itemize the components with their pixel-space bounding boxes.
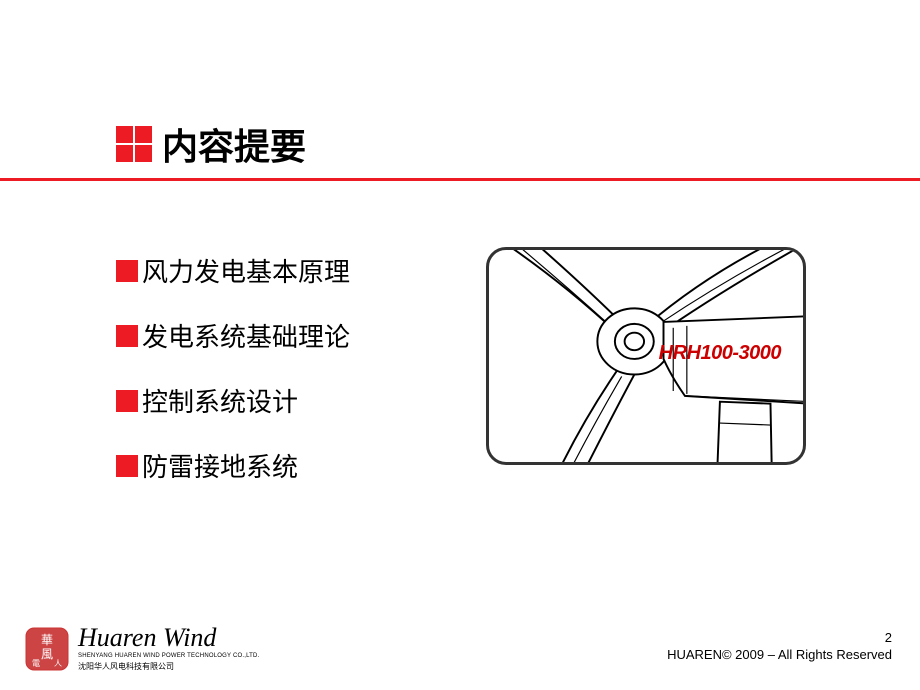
divider-line [0,178,920,181]
square-bullet-icon [116,390,138,412]
slide-title: 内容提要 [162,118,306,170]
svg-text:人: 人 [54,659,62,668]
square-bullet-icon [116,455,138,477]
slide-header: 内容提要 [116,118,306,170]
list-item: 控制系统设计 [116,382,350,419]
turbine-illustration: HRH100-3000 [486,247,806,465]
svg-text:電: 電 [32,659,40,668]
list-item: 发电系统基础理论 [116,317,350,354]
list-item: 风力发电基本原理 [116,252,350,289]
list-item: 防雷接地系统 [116,447,350,484]
brand-name: Huaren Wind [78,625,259,651]
square-bullet-icon [116,260,138,282]
brand-subtitle-en: SHENYANG HUAREN WIND POWER TECHNOLOGY CO… [78,653,259,660]
square-bullet-icon [116,325,138,347]
header-squares-icon [116,126,152,162]
company-seal-icon: 華 風 電 人 [24,626,70,672]
svg-text:華: 華 [41,633,53,647]
svg-text:風: 風 [41,647,53,661]
footer-brand-text: Huaren Wind SHENYANG HUAREN WIND POWER T… [78,625,259,672]
brand-subtitle-cn: 沈阳华人风电科技有限公司 [78,662,259,672]
footer-brand: 華 風 電 人 Huaren Wind SHENYANG HUAREN WIND… [24,625,259,672]
page-number: 2 [667,630,892,645]
list-item-text: 风力发电基本原理 [142,252,350,289]
list-item-text: 发电系统基础理论 [142,317,350,354]
copyright-text: HUAREN© 2009 – All Rights Reserved [667,647,892,662]
footer-meta: 2 HUAREN© 2009 – All Rights Reserved [667,630,892,662]
list-item-text: 防雷接地系统 [142,447,298,484]
turbine-model-label: HRH100-3000 [659,342,781,365]
outline-list: 风力发电基本原理 发电系统基础理论 控制系统设计 防雷接地系统 [116,252,350,512]
list-item-text: 控制系统设计 [142,382,298,419]
